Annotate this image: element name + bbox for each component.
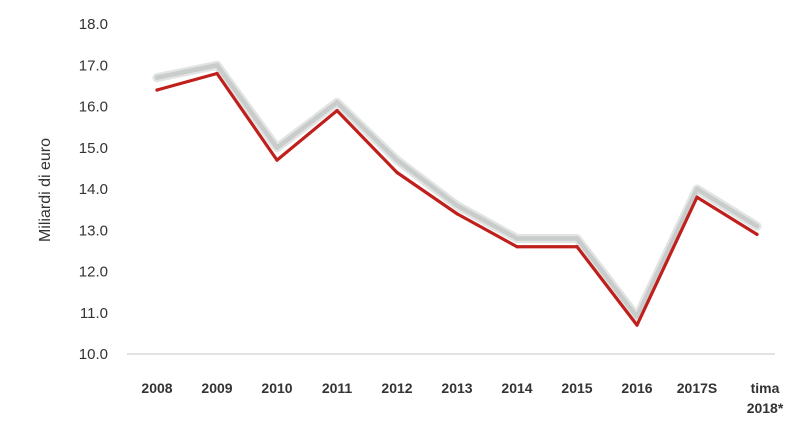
data-point-grey [454,203,460,208]
series-line-grey [154,63,760,320]
data-point-grey [274,145,280,150]
y-tick-label: 18.0 [79,16,108,33]
x-tick-label: 2014 [501,380,532,396]
data-point-red [155,88,159,92]
y-tick-label: 17.0 [79,57,108,74]
data-point-red [275,158,279,162]
data-point-red [575,245,579,249]
x-tick-label: 2016 [621,380,652,396]
x-axis: 2008 2009 2010 2011 2012 2013 2014 2015 2016 2017… [141,380,783,416]
x-tick-label: 2008 [141,380,172,396]
data-point-grey [634,314,640,320]
y-tick-label: 11.0 [80,305,108,322]
x-tick-label: 2012 [381,380,412,396]
data-point-red [455,212,459,216]
y-tick-label: 10.0 [79,346,108,363]
data-point-grey [214,63,220,68]
data-point-grey [334,100,340,105]
y-tick-label: 12.0 [79,264,108,281]
x-tick-label: 2015 [561,380,592,396]
data-point-grey [574,236,580,241]
y-axis: 10.0 11.0 12.0 13.0 14.0 15.0 16.0 17.0 18.0 [79,16,108,363]
data-point-grey [754,223,760,229]
y-tick-label: 16.0 [79,99,108,116]
y-axis-label: Miliardi di euro [37,138,54,242]
data-point-red [335,109,339,113]
x-tick-label: 2013 [441,380,472,396]
x-tick-label: 2009 [201,380,232,396]
data-point-red [215,71,219,76]
y-tick-label: 15.0 [79,140,108,157]
y-tick-label: 14.0 [79,181,108,198]
data-point-red [755,232,759,236]
data-point-grey [154,75,160,80]
data-point-grey [694,186,700,192]
x-tick-label: tima 2018* [747,380,784,416]
x-tick-label: 2010 [261,380,292,396]
y-tick-label: 13.0 [79,222,108,239]
data-point-grey [514,236,520,241]
data-point-red [395,170,399,175]
series-layer [152,60,762,327]
x-tick-label: 2011 [322,380,353,396]
data-point-red [635,323,639,327]
data-point-red [695,195,699,199]
data-point-grey [394,157,400,163]
x-tick-label: 2017S [677,380,717,396]
data-point-red [515,245,519,249]
